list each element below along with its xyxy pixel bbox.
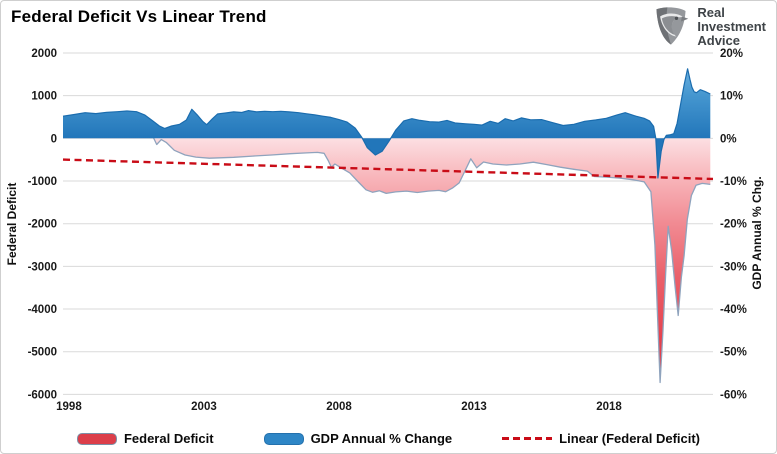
- deficit-area-swatch-icon: [76, 432, 117, 445]
- legend-label: Linear (Federal Deficit): [559, 431, 701, 446]
- logo-line-3: Advice: [697, 32, 740, 48]
- svg-text:-10%: -10%: [720, 176, 747, 188]
- svg-text:2003: 2003: [191, 401, 217, 413]
- svg-text:-2000: -2000: [28, 219, 57, 231]
- svg-text:-4000: -4000: [28, 304, 57, 316]
- ria-logo: Real Investment Advice: [651, 5, 766, 48]
- svg-text:-30%: -30%: [720, 261, 747, 273]
- svg-text:-20%: -20%: [720, 219, 747, 231]
- dashed-line-swatch-icon: [502, 437, 553, 440]
- legend-item-federal-deficit: Federal Deficit: [76, 431, 214, 446]
- svg-text:2018: 2018: [596, 401, 622, 413]
- svg-text:-60%: -60%: [720, 389, 747, 401]
- svg-text:-5000: -5000: [28, 347, 57, 359]
- axis-tick-labels: 2000 1000 0 -1000 -2000 -3000 -4000 -5000 -6000 2…: [28, 48, 747, 413]
- logo-line-2: Investment: [697, 18, 766, 34]
- svg-text:-50%: -50%: [720, 347, 747, 359]
- page-title: Federal Deficit Vs Linear Trend: [11, 7, 267, 26]
- legend-item-gdp-change: GDP Annual % Change: [263, 431, 453, 446]
- svg-text:1998: 1998: [56, 401, 82, 413]
- svg-text:0: 0: [51, 133, 57, 145]
- svg-text:0%: 0%: [720, 133, 737, 145]
- svg-text:20%: 20%: [720, 48, 743, 60]
- right-axis-title: GDP Annual % Chg.: [750, 176, 764, 289]
- logo-line-1: Real: [697, 4, 725, 20]
- svg-text:2013: 2013: [461, 401, 487, 413]
- legend-label: GDP Annual % Change: [310, 431, 453, 446]
- series-areas: [62, 68, 714, 384]
- gdp-area-swatch-icon: [263, 432, 304, 445]
- svg-text:2000: 2000: [31, 48, 57, 60]
- legend-item-linear-trend: Linear (Federal Deficit): [502, 431, 700, 446]
- svg-text:-1000: -1000: [28, 176, 57, 188]
- svg-text:-3000: -3000: [28, 261, 57, 273]
- left-axis-title: Federal Deficit: [5, 183, 19, 266]
- chart-legend: Federal Deficit GDP Annual % Change Line…: [1, 431, 776, 446]
- svg-text:-6000: -6000: [28, 389, 57, 401]
- legend-label: Federal Deficit: [123, 431, 214, 446]
- svg-text:1000: 1000: [31, 91, 57, 103]
- svg-text:-40%: -40%: [720, 304, 747, 316]
- gridlines: [63, 52, 713, 395]
- chart-canvas: 2000 1000 0 -1000 -2000 -3000 -4000 -5000 -6000 2…: [5, 48, 764, 413]
- eagle-shield-icon: [656, 7, 689, 45]
- svg-text:10%: 10%: [720, 91, 743, 103]
- svg-text:2008: 2008: [326, 401, 352, 413]
- logo-text: Real Investment Advice: [697, 4, 766, 48]
